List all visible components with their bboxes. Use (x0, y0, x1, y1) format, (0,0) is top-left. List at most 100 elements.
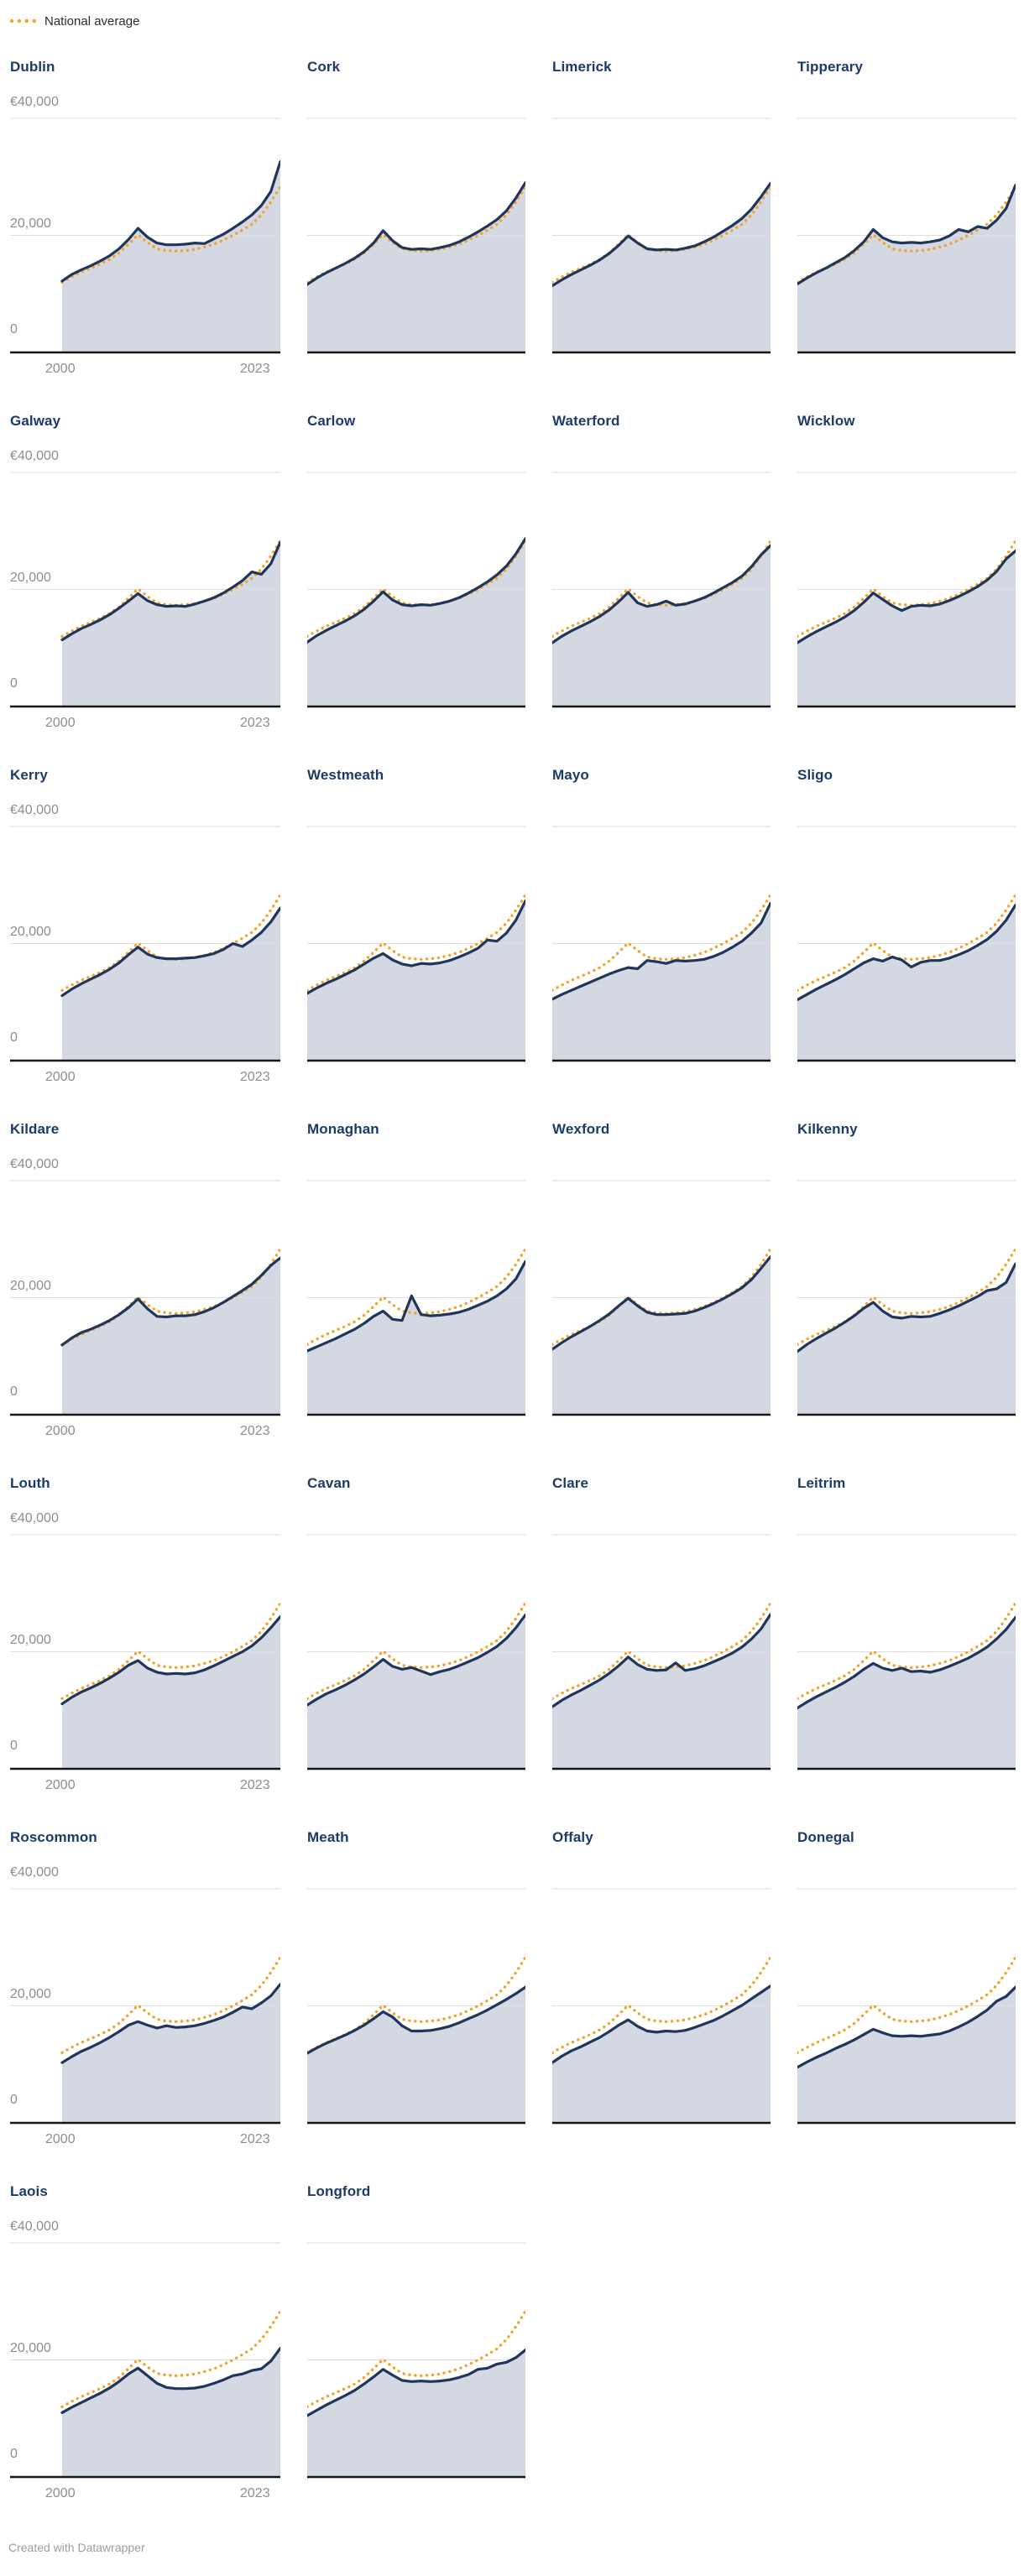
county-area-chart (797, 826, 1016, 1062)
y-axis-label-40000: €40,000 (10, 2219, 59, 2234)
county-area-chart (10, 826, 280, 1062)
chart-panel-galway: Galway €40,000 20,000 0 2000 2023 (10, 413, 280, 748)
area-fill (797, 1987, 1016, 2123)
national-average-line (60, 2309, 280, 2408)
county-line (552, 1613, 771, 1708)
y-axis-label-20000: 20,000 (10, 2341, 51, 2355)
county-title: Longford (307, 2183, 371, 2199)
chart-panel-longford: Longford (307, 2183, 525, 2519)
county-area-chart (10, 472, 280, 708)
county-area-chart (10, 1888, 280, 2125)
x-axis-label-2023: 2023 (240, 1424, 270, 1438)
area-fill (307, 1261, 525, 1415)
county-title: Offaly (552, 1829, 593, 1845)
county-title: Monaghan (307, 1121, 379, 1137)
y-axis-label-40000: €40,000 (10, 1511, 59, 1525)
county-title: Sligo (797, 767, 833, 783)
area-fill (62, 161, 280, 352)
county-title: Louth (10, 1475, 50, 1491)
county-area-chart (307, 1180, 525, 1416)
area-fill (552, 545, 771, 707)
county-area-chart (797, 472, 1016, 708)
national-average-line (552, 1955, 771, 2054)
y-axis-label-40000: €40,000 (10, 95, 59, 109)
county-title: Leitrim (797, 1475, 846, 1491)
national-average-line (552, 539, 771, 638)
county-area-chart (552, 1534, 771, 1770)
chart-panel-laois: Laois €40,000 20,000 0 2000 2023 (10, 2183, 280, 2519)
x-axis-label-2023: 2023 (240, 2132, 270, 2146)
county-line (60, 160, 280, 283)
county-line (552, 181, 771, 288)
county-area-chart (552, 1888, 771, 2125)
chart-panel-sligo: Sligo (797, 767, 1016, 1103)
national-average-line (307, 2309, 525, 2408)
chart-panel-dublin: Dublin €40,000 20,000 0 2000 2023 (10, 59, 280, 394)
county-title: Wexford (552, 1121, 610, 1137)
national-average-line (552, 893, 771, 992)
county-title: Westmeath (307, 767, 384, 783)
chart-panel-cavan: Cavan (307, 1475, 525, 1811)
county-title: Roscommon (10, 1829, 97, 1845)
county-area-chart (797, 1534, 1016, 1770)
county-line (552, 544, 771, 644)
chart-panel-leitrim: Leitrim (797, 1475, 1016, 1811)
y-axis-label-0: 0 (10, 2447, 18, 2461)
county-area-chart (307, 1534, 525, 1770)
x-axis-label-2000: 2000 (45, 716, 76, 730)
y-axis-label-0: 0 (10, 2093, 18, 2107)
chart-panel-wexford: Wexford (552, 1121, 771, 1457)
datawrapper-credit[interactable]: Created with Datawrapper (8, 2541, 145, 2554)
chart-panel-waterford: Waterford (552, 413, 771, 748)
county-area-chart (797, 117, 1016, 354)
county-area-chart (307, 826, 525, 1062)
county-area-chart (10, 1534, 280, 1770)
chart-panel-wicklow: Wicklow (797, 413, 1016, 748)
county-line (552, 1984, 771, 2064)
national-average-line (552, 1601, 771, 1700)
y-axis-label-20000: 20,000 (10, 925, 51, 939)
county-line (552, 1255, 771, 1351)
chart-panel-roscommon: Roscommon €40,000 20,000 0 2000 2023 (10, 1829, 280, 2165)
county-area-chart (307, 472, 525, 708)
national-average-line (797, 539, 1016, 638)
county-line (60, 1983, 280, 2064)
county-area-chart (552, 826, 771, 1062)
x-axis-label-2000: 2000 (45, 1778, 76, 1792)
county-line (60, 906, 280, 998)
chart-panel-kildare: Kildare €40,000 20,000 0 2000 2023 (10, 1121, 280, 1457)
county-title: Cavan (307, 1475, 351, 1491)
area-fill (797, 550, 1016, 707)
chart-panel-cork: Cork (307, 59, 525, 394)
x-axis-label-2023: 2023 (240, 1778, 270, 1792)
national-average-line (797, 893, 1016, 992)
chart-panel-limerick: Limerick (552, 59, 771, 394)
x-axis-label-2000: 2000 (45, 1070, 76, 1084)
y-axis-label-0: 0 (10, 1739, 18, 1753)
chart-panel-westmeath: Westmeath (307, 767, 525, 1103)
area-fill (552, 1256, 771, 1415)
area-fill (62, 908, 280, 1061)
area-fill (307, 1987, 525, 2123)
county-title: Laois (10, 2183, 48, 2199)
area-fill (62, 2348, 280, 2477)
x-axis-label-2023: 2023 (240, 716, 270, 730)
national-average-line (797, 1601, 1016, 1700)
area-fill (307, 538, 525, 707)
small-multiples-grid: Dublin €40,000 20,000 0 2000 2023 Cork Limerick… (0, 59, 1024, 2519)
y-axis-label-40000: €40,000 (10, 1157, 59, 1171)
county-title: Dublin (10, 59, 55, 75)
chart-panel-monaghan: Monaghan (307, 1121, 525, 1457)
national-average-line (797, 1955, 1016, 2054)
county-line (797, 1985, 1016, 2069)
x-axis-label-2000: 2000 (45, 1424, 76, 1438)
county-area-chart (10, 2242, 280, 2479)
county-line (60, 1256, 280, 1347)
area-fill (797, 1617, 1016, 1769)
y-axis-label-20000: 20,000 (10, 1987, 51, 2001)
county-area-chart (552, 1180, 771, 1416)
area-fill (552, 1614, 771, 1769)
county-line (307, 537, 525, 644)
county-line (552, 901, 771, 1001)
x-axis-label-2023: 2023 (240, 2486, 270, 2500)
